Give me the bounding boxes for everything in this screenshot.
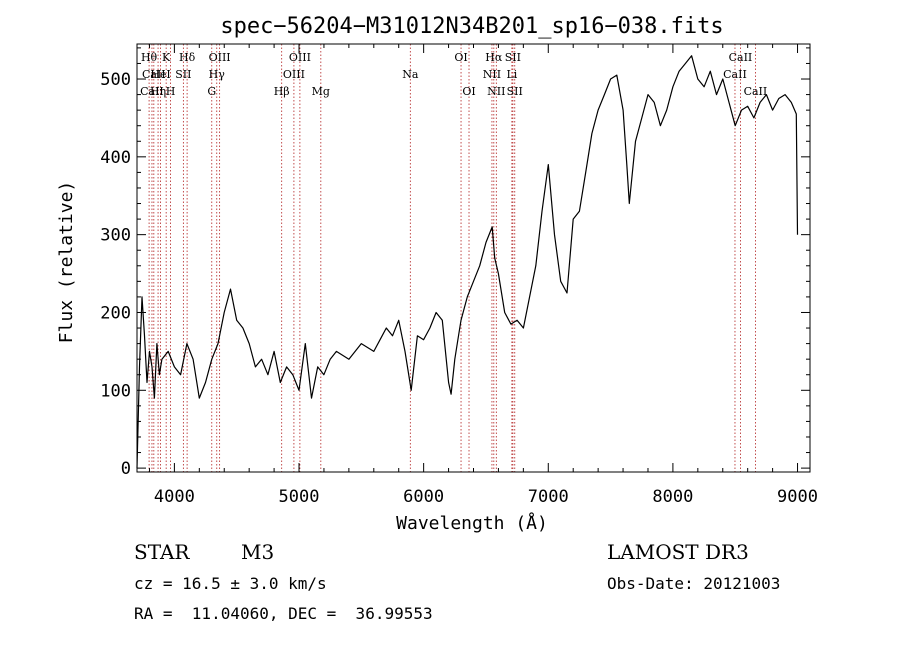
marker-label-16: Na xyxy=(402,68,419,81)
spectral-line-labels: HθCaIICaIIHηHeIKHSIIHδGHγOIIIHβOIIIOIIIM… xyxy=(140,51,767,98)
marker-label-14: OIII xyxy=(289,51,311,64)
y-tick-label-0: 0 xyxy=(121,459,131,479)
marker-label-20: Hα xyxy=(485,51,503,64)
survey-name: LAMOST DR3 xyxy=(607,540,749,564)
redshift-cz: cz = 16.5 ± 3.0 km/s xyxy=(134,574,327,593)
marker-label-19: NII xyxy=(483,68,501,81)
marker-label-6: H xyxy=(166,85,176,98)
y-tick-label-4: 400 xyxy=(100,148,131,168)
x-axis-label: Wavelength (Å) xyxy=(396,512,548,534)
marker-label-22: Li xyxy=(506,68,517,81)
marker-label-10: Hγ xyxy=(209,68,226,81)
chart-title: spec−56204−M31012N34B201_sp16−038.fits xyxy=(220,14,723,39)
marker-label-26: CaII xyxy=(729,51,753,64)
marker-label-7: SII xyxy=(175,68,191,81)
marker-label-3: Hη xyxy=(150,85,166,98)
marker-label-27: CaII xyxy=(744,85,768,98)
marker-label-2: CaII xyxy=(140,85,164,98)
y-axis-ticks: 0 100 200 300 400 500 xyxy=(100,47,810,479)
x-tick-label-2: 6000 xyxy=(403,487,444,507)
x-axis-ticks: 4000 5000 6000 7000 8000 9000 xyxy=(148,44,818,507)
y-tick-label-3: 300 xyxy=(100,226,131,246)
marker-label-18: OI xyxy=(462,85,475,98)
observation-date: Obs-Date: 20121003 xyxy=(607,574,781,593)
marker-label-8: Hδ xyxy=(179,51,196,64)
y-tick-label-1: 100 xyxy=(100,381,131,401)
marker-label-4: HeI xyxy=(150,68,170,81)
object-type: STAR xyxy=(134,540,190,564)
plot-frame xyxy=(136,43,811,473)
marker-label-24: SII xyxy=(507,85,523,98)
marker-label-1: CaII xyxy=(142,68,166,81)
marker-label-12: Hβ xyxy=(274,85,290,98)
marker-label-15: Mg xyxy=(312,85,330,98)
y-axis-label: Flux (relative) xyxy=(56,181,77,344)
marker-label-23: SII xyxy=(505,51,521,64)
marker-label-17: OI xyxy=(454,51,467,64)
x-tick-label-0: 4000 xyxy=(154,487,195,507)
y-tick-label-2: 200 xyxy=(100,303,131,323)
ra-dec-coordinates: RA = 11.04060, DEC = 36.99553 xyxy=(134,604,433,623)
marker-label-21: NII xyxy=(487,85,505,98)
x-tick-label-1: 5000 xyxy=(279,487,320,507)
marker-label-9: G xyxy=(207,85,216,98)
spectral-line-markers xyxy=(148,44,756,472)
x-tick-label-4: 8000 xyxy=(652,487,693,507)
marker-label-13: OIII xyxy=(283,68,305,81)
marker-label-25: CaII xyxy=(723,68,747,81)
x-tick-label-5: 9000 xyxy=(777,487,818,507)
y-tick-label-5: 500 xyxy=(100,70,131,90)
marker-label-11: OIII xyxy=(209,51,231,64)
marker-label-0: Hθ xyxy=(141,51,158,64)
spectral-subclass: M3 xyxy=(241,540,275,564)
marker-label-5: K xyxy=(162,51,171,64)
spectrum-line xyxy=(136,55,799,469)
x-tick-label-3: 7000 xyxy=(528,487,569,507)
